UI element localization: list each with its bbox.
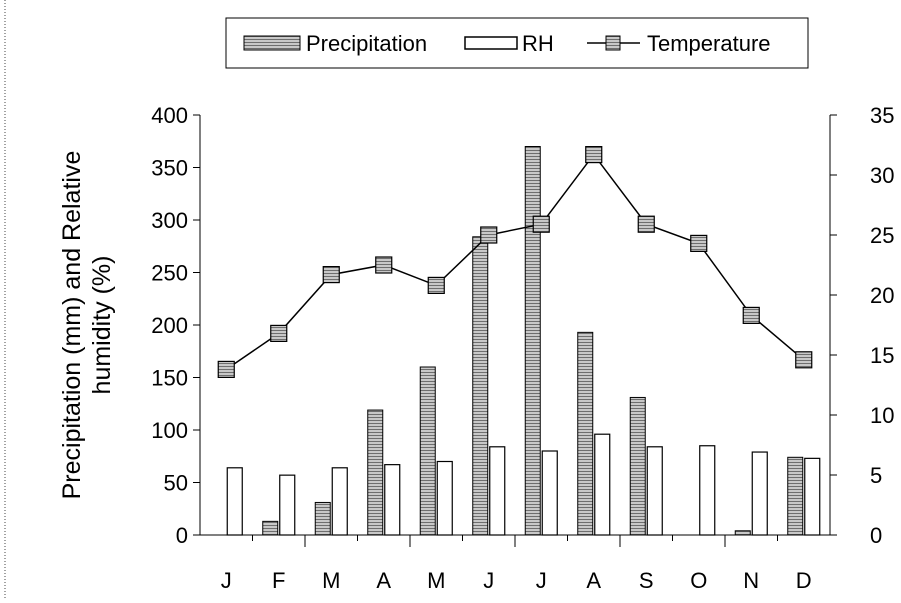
legend-precipitation-label: Precipitation: [306, 31, 427, 56]
temperature-point: [270, 324, 288, 342]
rh-bar: [384, 464, 401, 536]
legend-rh-label: RH: [522, 31, 554, 56]
y-left-tick-label: 200: [151, 313, 188, 338]
y-right-tick-label: 5: [870, 463, 882, 488]
temperature-point: [585, 146, 603, 164]
legend-rh-swatch: [464, 36, 518, 50]
precipitation-bar: [314, 501, 331, 536]
precipitation-bar: [734, 530, 751, 536]
temperature-point: [742, 306, 760, 324]
precipitation-bar: [419, 366, 436, 536]
y-left-tick-label: 50: [164, 471, 188, 496]
temperature-point: [637, 215, 655, 233]
x-tick-label: D: [796, 568, 812, 593]
rh-bar: [646, 446, 663, 536]
bars-layer: [226, 146, 821, 536]
y-left-tick-label: 150: [151, 366, 188, 391]
y-right-tick-label: 15: [870, 343, 894, 368]
y-right-tick-label: 35: [870, 103, 894, 128]
y-right-tick-label: 0: [870, 523, 882, 548]
precipitation-bar: [629, 396, 646, 536]
x-tick-label: A: [586, 568, 601, 593]
rh-bar: [804, 457, 821, 536]
precipitation-bar: [472, 236, 489, 536]
precipitation-bar: [262, 520, 279, 536]
x-tick-label: O: [690, 568, 707, 593]
axes-layer: [193, 114, 837, 547]
y-left-tick-label: 400: [151, 103, 188, 128]
y-right-tick-label: 10: [870, 403, 894, 428]
temperature-point: [532, 215, 550, 233]
legend: Precipitation RH Temperature: [225, 17, 809, 69]
x-tick-label: N: [743, 568, 759, 593]
rh-bar: [751, 451, 768, 536]
x-tick-label: M: [427, 568, 445, 593]
labels-layer: 0 50 100 150 200 250 300 350 400 0 5 10 15 20 25 30 35 J F…: [58, 103, 894, 593]
rh-bar: [226, 467, 243, 536]
y-left-tick-label: 100: [151, 418, 188, 443]
legend-temperature-swatch-marker: [605, 35, 621, 51]
precipitation-bar: [577, 331, 594, 536]
y-right-tick-label: 30: [870, 163, 894, 188]
rh-bar: [594, 433, 611, 536]
precipitation-bar: [367, 409, 384, 536]
x-tick-label: J: [536, 568, 547, 593]
rh-bar: [541, 450, 558, 536]
legend-temperature-label: Temperature: [647, 31, 771, 56]
x-tick-label: J: [483, 568, 494, 593]
temperature-point: [217, 360, 235, 378]
rh-bar: [331, 467, 348, 536]
rh-bar: [436, 460, 453, 536]
temperature-point: [427, 276, 445, 294]
temperature-point: [480, 226, 498, 244]
temperature-line-layer: [217, 146, 813, 378]
y-left-tick-label: 250: [151, 261, 188, 286]
precipitation-bar: [787, 456, 804, 536]
rh-bar: [279, 474, 296, 536]
temperature-point: [375, 256, 393, 274]
temperature-point: [322, 266, 340, 284]
x-tick-label: A: [376, 568, 391, 593]
y-left-tick-label: 300: [151, 208, 188, 233]
rh-bar: [489, 446, 506, 536]
temperature-point: [795, 351, 813, 369]
x-tick-label: J: [221, 568, 232, 593]
legend-precipitation-swatch: [243, 35, 301, 51]
y-right-tick-label: 20: [870, 283, 894, 308]
y-axis-title: Precipitation (mm) and Relativehumidity …: [58, 151, 116, 500]
precipitation-bar: [524, 146, 541, 536]
y-left-tick-label: 0: [176, 523, 188, 548]
y-left-tick-label: 350: [151, 156, 188, 181]
temperature-line: [225, 153, 805, 371]
rh-bar: [699, 445, 716, 536]
temperature-point: [690, 234, 708, 252]
x-tick-label: S: [639, 568, 654, 593]
y-right-tick-label: 25: [870, 223, 894, 248]
x-tick-label: M: [322, 568, 340, 593]
x-tick-label: F: [272, 568, 285, 593]
